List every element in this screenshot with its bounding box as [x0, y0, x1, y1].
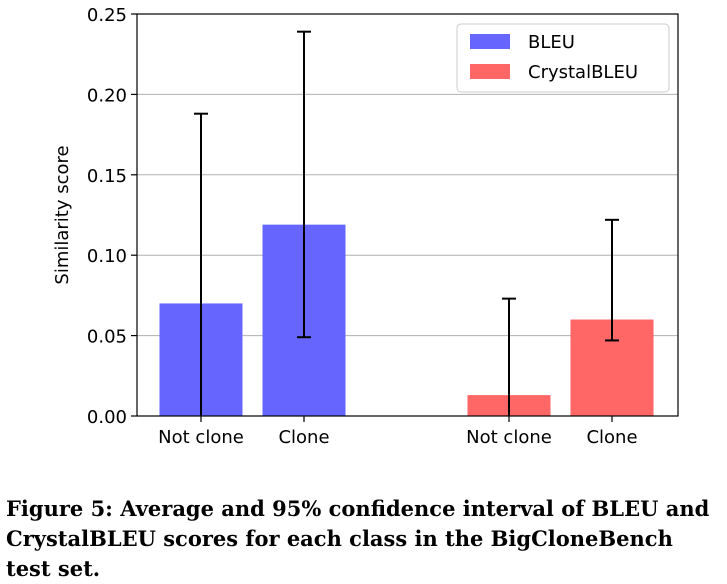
x-tick-label: Not clone: [466, 427, 552, 448]
chart: 0.000.050.100.150.200.25 Not clone Clone N…: [52, 5, 679, 448]
y-tick-label: 0.15: [87, 166, 127, 187]
legend: BLEU CrystalBLEU: [456, 23, 670, 93]
plot-frame: [136, 13, 679, 417]
figure-caption: Figure 5: Average and 95% confidence int…: [6, 496, 710, 581]
y-tick-label: 0.00: [87, 407, 127, 428]
y-axis-ticks: 0.00 0.05 0.10 0.15 0.20 0.25: [87, 5, 137, 428]
y-axis-label: Similarity score: [52, 145, 73, 284]
x-tick-label: Clone: [586, 427, 637, 448]
y-tick-label: 0.10: [87, 246, 127, 267]
x-axis-ticks: Not clone Clone Not clone Clone: [158, 416, 638, 448]
error-bars: [194, 30, 619, 416]
y-tick-label: 0.25: [87, 5, 127, 26]
legend-label-crystalbleu: CrystalBLEU: [528, 62, 638, 83]
y-tick-label: 0.05: [87, 327, 127, 348]
legend-swatch-bleu: [470, 34, 510, 49]
x-tick-label: Clone: [278, 427, 329, 448]
x-tick-label: Not clone: [158, 427, 244, 448]
legend-label-bleu: BLEU: [528, 32, 575, 53]
bars: [159, 224, 654, 416]
y-tick-label: 0.20: [87, 85, 127, 106]
grid-lines: [137, 93, 678, 337]
legend-swatch-crystalbleu: [470, 64, 510, 79]
